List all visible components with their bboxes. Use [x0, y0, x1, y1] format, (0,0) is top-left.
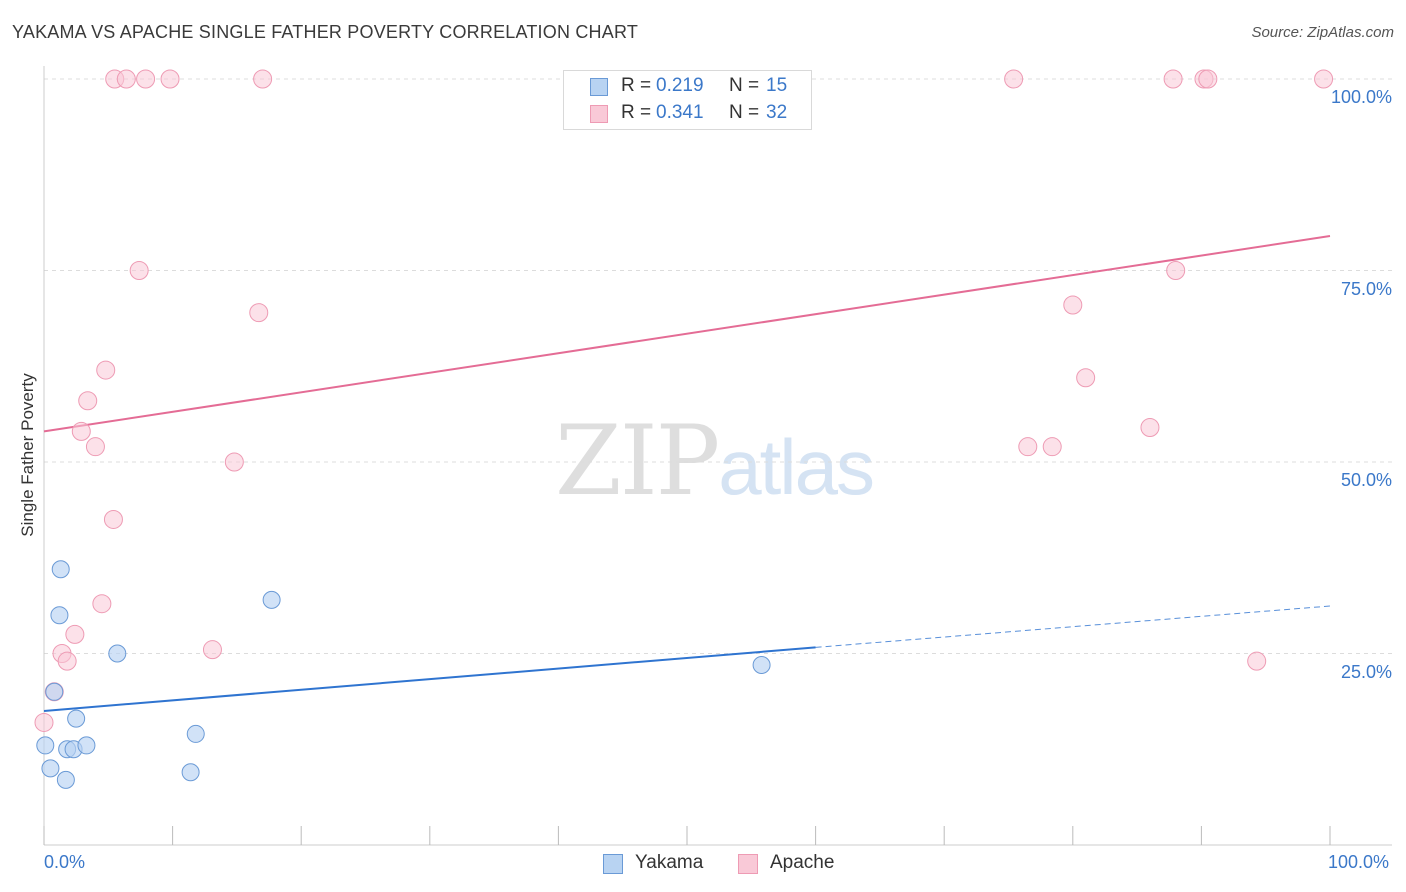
yakama-point — [51, 560, 70, 579]
r-label: R = — [621, 102, 652, 123]
yakama-point — [56, 770, 75, 789]
watermark-zip: ZIP — [555, 405, 720, 517]
n-label: N = — [729, 75, 760, 96]
yakama-trend-line — [43, 646, 816, 712]
y-tick-label: 100.0% — [1330, 87, 1392, 107]
yakama-point — [752, 655, 771, 674]
chart-title: YAKAMA VS APACHE SINGLE FATHER POVERTY C… — [12, 22, 639, 42]
yakama-legend-swatch — [603, 854, 623, 874]
apache-point — [1247, 651, 1267, 671]
apache-point — [1042, 437, 1062, 457]
y-tick-label: 50.0% — [1340, 470, 1392, 490]
apache-point — [57, 651, 77, 671]
apache-point — [71, 421, 91, 441]
apache-point — [92, 594, 112, 614]
apache-point — [136, 69, 156, 89]
r-label: R = — [621, 75, 652, 96]
yakama-swatch — [590, 78, 608, 96]
yakama-point — [67, 709, 86, 728]
x-tick-label-max: 100.0% — [1328, 852, 1390, 872]
apache-point — [160, 69, 180, 89]
apache-point — [85, 437, 105, 457]
apache-swatch — [590, 105, 608, 123]
n-label: N = — [729, 102, 760, 123]
apache-point — [224, 452, 244, 472]
data-points — [34, 69, 1334, 789]
yakama-point — [36, 736, 55, 755]
yakama-point — [181, 763, 200, 782]
apache-point — [129, 261, 149, 280]
apache-point — [202, 640, 222, 660]
apache-point — [1198, 69, 1218, 89]
yakama-point — [45, 682, 64, 701]
yakama-legend-label: Yakama — [635, 852, 704, 873]
apache-point — [1063, 295, 1083, 315]
apache-legend-swatch — [738, 854, 758, 874]
apache-point — [1166, 261, 1186, 280]
apache-point — [1018, 437, 1038, 457]
apache-point — [116, 69, 136, 89]
yakama-point — [108, 644, 127, 663]
apache-n-value: 32 — [766, 102, 788, 123]
yakama-point — [77, 736, 96, 755]
apache-point — [1314, 69, 1334, 89]
yakama-point — [262, 590, 281, 609]
yakama-r-value: 0.219 — [656, 75, 704, 96]
axes — [43, 66, 1392, 846]
y-tick-label: 25.0% — [1340, 661, 1392, 682]
watermark: ZIPatlas — [555, 405, 875, 517]
y-axis-label: Single Father Poverty — [18, 373, 37, 537]
gridlines — [44, 78, 1392, 654]
apache-point — [249, 303, 269, 323]
apache-point — [96, 360, 116, 380]
apache-point — [65, 624, 85, 644]
yakama-n-value: 15 — [766, 75, 788, 96]
correlation-legend: R = 0.219 N = 15 R = 0.341 N = 32 — [563, 70, 812, 130]
apache-point — [1004, 69, 1024, 89]
apache-point — [34, 712, 54, 732]
watermark-atlas: atlas — [718, 423, 875, 511]
apache-legend-label: Apache — [770, 852, 835, 873]
apache-trend-line — [43, 235, 1331, 433]
y-tick-label: 75.0% — [1340, 278, 1392, 299]
yakama-point — [186, 724, 205, 743]
source-label: Source: ZipAtlas.com — [1251, 24, 1394, 41]
trend-lines — [43, 235, 1331, 712]
apache-r-value: 0.341 — [656, 102, 704, 123]
apache-point — [1163, 69, 1183, 89]
series-legend: Yakama Apache — [0, 852, 1406, 878]
yakama-point — [50, 606, 69, 625]
yakama-trend-extension — [815, 605, 1331, 648]
apache-point — [78, 391, 98, 411]
apache-point — [1140, 418, 1160, 438]
apache-point — [103, 509, 123, 529]
yakama-point — [41, 759, 60, 778]
x-tick-label-min: 0.0% — [44, 852, 86, 872]
apache-point — [253, 69, 273, 89]
apache-point — [1076, 368, 1096, 388]
